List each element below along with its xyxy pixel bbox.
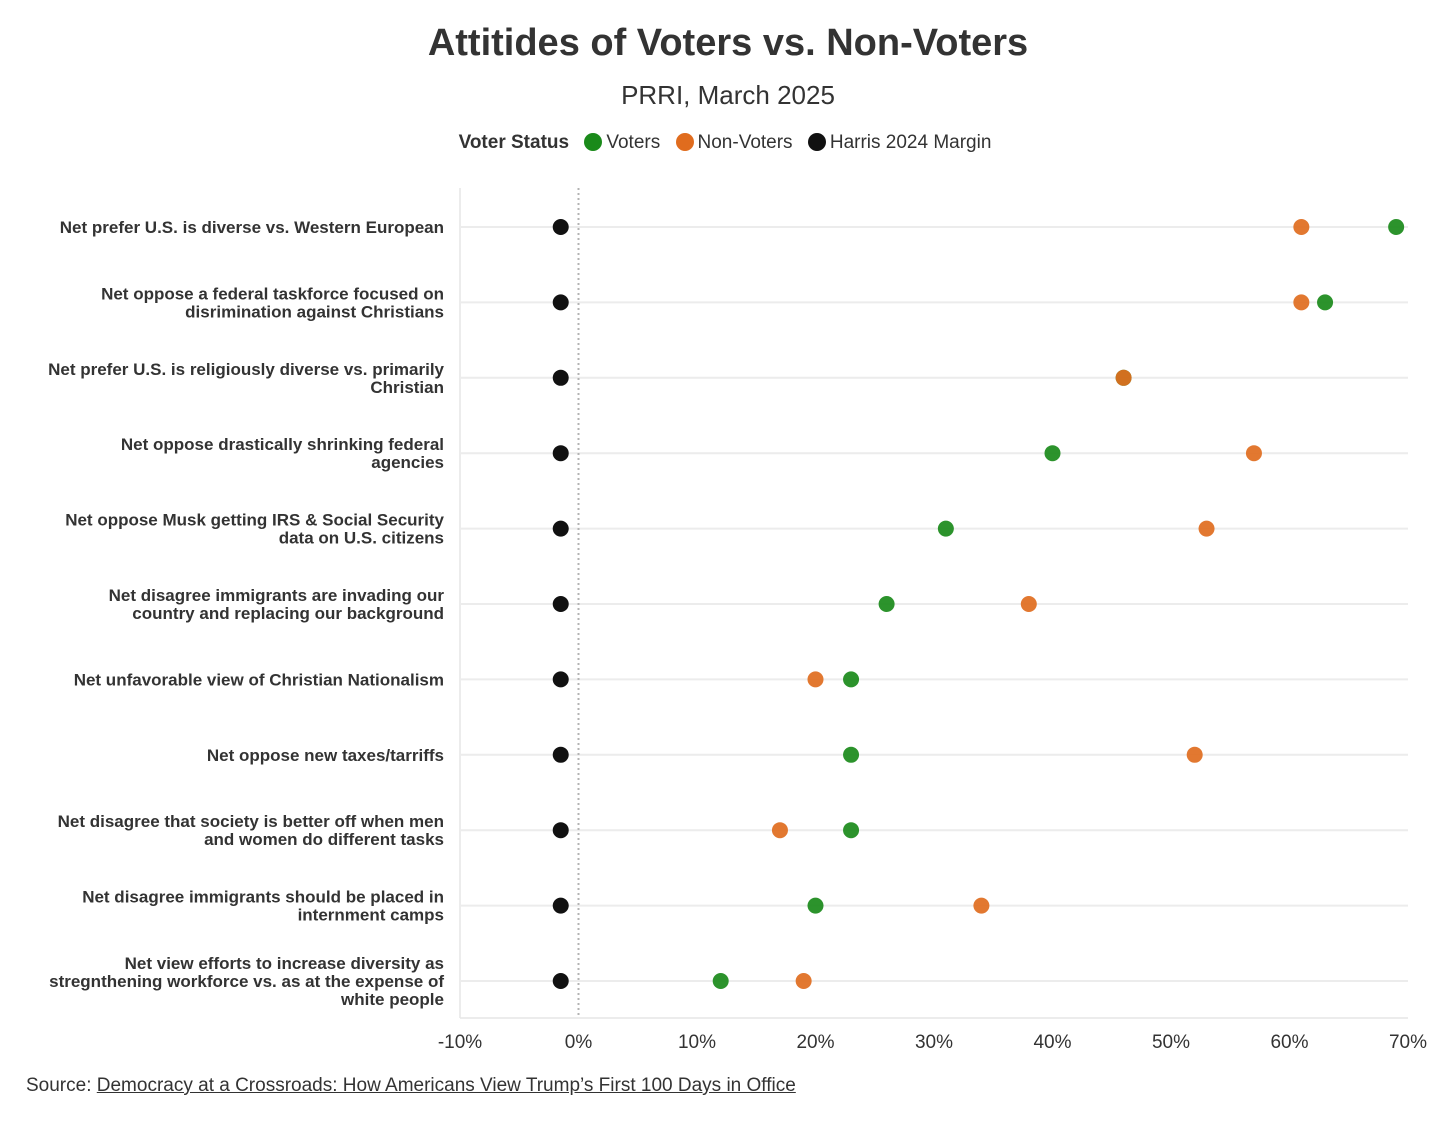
voter-point <box>843 671 860 688</box>
category-label: Net view efforts to increase diversity a… <box>49 954 444 1009</box>
harris-margin-point <box>552 219 569 235</box>
voter-point <box>843 822 860 839</box>
x-tick-label: 0% <box>565 1032 593 1053</box>
legend-dot-harris-margin <box>807 133 826 151</box>
category-label-line: data on U.S. citizens <box>279 529 444 548</box>
category-label: Net oppose new taxes/tarriffs <box>207 746 444 765</box>
x-tick-label: 30% <box>915 1032 953 1053</box>
category-label-line: Net oppose new taxes/tarriffs <box>207 746 444 765</box>
category-label: Net disagree that society is better off … <box>58 812 444 849</box>
category-label: Net prefer U.S. is religiously diverse v… <box>48 360 444 397</box>
category-label-line: Net oppose a federal taskforce focused o… <box>101 284 444 303</box>
harris-margin-point <box>552 369 569 386</box>
category-label: Net oppose Musk getting IRS & Social Sec… <box>65 511 444 548</box>
category-label-line: stregnthening workforce vs. as at the ex… <box>49 972 444 991</box>
non-voter-point <box>771 822 788 839</box>
voter-point <box>878 596 895 612</box>
voter-point <box>712 973 729 989</box>
non-voter-point <box>795 973 812 989</box>
voter-point <box>1317 294 1334 311</box>
category-label-line: Net prefer U.S. is diverse vs. Western E… <box>60 218 444 237</box>
harris-margin-point <box>552 520 569 537</box>
legend-title: Voter Status <box>458 132 570 153</box>
x-tick-label: 70% <box>1389 1032 1427 1053</box>
category-label: Net oppose a federal taskforce focused o… <box>101 284 444 321</box>
non-voter-point <box>1245 445 1262 462</box>
category-label: Net oppose drastically shrinking federal… <box>121 435 444 472</box>
non-voter-point <box>1186 746 1203 763</box>
category-label-line: Net oppose drastically shrinking federal <box>121 435 444 454</box>
category-label: Net disagree immigrants should be placed… <box>82 888 444 925</box>
category-label-line: Net view efforts to increase diversity a… <box>125 954 444 973</box>
voter-point <box>937 520 954 537</box>
category-label-line: Christian <box>370 378 444 397</box>
category-label-line: white people <box>340 990 444 1009</box>
harris-margin-point <box>552 294 569 311</box>
harris-margin-point <box>552 973 569 989</box>
category-label: Net disagree immigrants are invading our… <box>109 586 445 623</box>
voter-point <box>1388 219 1405 235</box>
legend-item-harris-margin: Harris 2024 Margin <box>807 132 992 154</box>
voter-point <box>1044 445 1061 462</box>
voter-point <box>807 897 824 914</box>
category-label-line: disrimination against Christians <box>185 302 444 321</box>
category-label-line: Net disagree immigrants should be placed… <box>82 888 444 907</box>
chart-subtitle: PRRI, March 2025 <box>621 80 835 110</box>
legend-label-non-voters: Non-Voters <box>697 132 793 153</box>
legend-label-voters: Voters <box>606 132 661 153</box>
harris-margin-point <box>552 897 569 914</box>
source-link[interactable]: Democracy at a Crossroads: How Americans… <box>96 1075 796 1096</box>
category-label-line: internment camps <box>298 906 444 925</box>
category-label-line: country and replacing our background <box>132 604 444 623</box>
category-label-line: Net oppose Musk getting IRS & Social Sec… <box>65 511 444 530</box>
category-label-line: Net prefer U.S. is religiously diverse v… <box>48 360 444 379</box>
x-tick-label: 60% <box>1270 1032 1308 1053</box>
harris-margin-point <box>552 445 569 462</box>
harris-margin-point <box>552 746 569 763</box>
legend: Voter Status Voters Non-Voters Harris 20… <box>0 132 1456 154</box>
harris-margin-point <box>552 596 569 612</box>
legend-label-harris-margin: Harris 2024 Margin <box>829 132 992 153</box>
x-tick-label: 50% <box>1152 1032 1190 1053</box>
non-voter-point <box>807 671 824 688</box>
legend-item-non-voters: Non-Voters <box>675 132 793 154</box>
category-label-line: agencies <box>371 453 444 472</box>
non-voter-point <box>1293 219 1310 235</box>
non-voter-point <box>1198 520 1215 537</box>
non-voter-point <box>1020 596 1037 612</box>
harris-margin-point <box>552 822 569 839</box>
x-tick-label: 20% <box>796 1032 834 1053</box>
x-tick-label: -10% <box>438 1032 482 1053</box>
legend-dot-non-voters <box>675 133 694 151</box>
x-tick-label: 10% <box>678 1032 716 1053</box>
harris-margin-point <box>552 671 569 688</box>
category-label-line: Net disagree immigrants are invading our <box>109 586 445 605</box>
category-label: Net unfavorable view of Christian Nation… <box>74 670 444 689</box>
legend-dot-voters <box>584 133 603 151</box>
chart-title: Attitides of Voters vs. Non-Voters <box>427 22 1029 64</box>
x-tick-label: 40% <box>1033 1032 1071 1053</box>
non-voter-point <box>1115 369 1132 386</box>
category-label: Net prefer U.S. is diverse vs. Western E… <box>60 218 444 237</box>
category-label-line: Net unfavorable view of Christian Nation… <box>74 670 444 689</box>
category-label-line: and women do different tasks <box>204 830 444 849</box>
category-label-line: Net disagree that society is better off … <box>58 812 444 831</box>
legend-item-voters: Voters <box>584 132 660 154</box>
source-label: Source: <box>26 1075 97 1096</box>
source-note: Source: Democracy at a Crossroads: How A… <box>26 1075 796 1097</box>
non-voter-point <box>1293 294 1310 311</box>
non-voter-point <box>973 897 990 914</box>
voter-point <box>843 746 860 763</box>
